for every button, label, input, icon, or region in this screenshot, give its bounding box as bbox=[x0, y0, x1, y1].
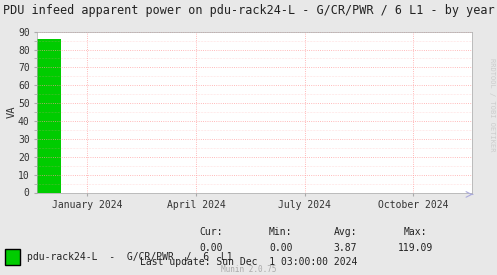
Text: Avg:: Avg: bbox=[333, 227, 357, 237]
Text: 119.09: 119.09 bbox=[398, 243, 432, 253]
Text: 0.00: 0.00 bbox=[199, 243, 223, 253]
Bar bbox=[37, 39, 61, 192]
Text: Max:: Max: bbox=[403, 227, 427, 237]
Text: pdu-rack24-L  -  G/CR/PWR  /  6  L1: pdu-rack24-L - G/CR/PWR / 6 L1 bbox=[27, 252, 233, 262]
Text: 3.87: 3.87 bbox=[333, 243, 357, 253]
Text: Last update: Sun Dec  1 03:00:00 2024: Last update: Sun Dec 1 03:00:00 2024 bbox=[140, 257, 357, 267]
Text: Cur:: Cur: bbox=[199, 227, 223, 237]
Text: Min:: Min: bbox=[269, 227, 293, 237]
Text: PDU infeed apparent power on pdu-rack24-L - G/CR/PWR / 6 L1 - by year: PDU infeed apparent power on pdu-rack24-… bbox=[2, 4, 495, 17]
FancyBboxPatch shape bbox=[5, 249, 20, 265]
Text: 0.00: 0.00 bbox=[269, 243, 293, 253]
Y-axis label: VA: VA bbox=[6, 106, 16, 118]
Text: Munin 2.0.75: Munin 2.0.75 bbox=[221, 265, 276, 274]
Text: RRDTOOL / TOBI OETIKER: RRDTOOL / TOBI OETIKER bbox=[489, 58, 495, 151]
